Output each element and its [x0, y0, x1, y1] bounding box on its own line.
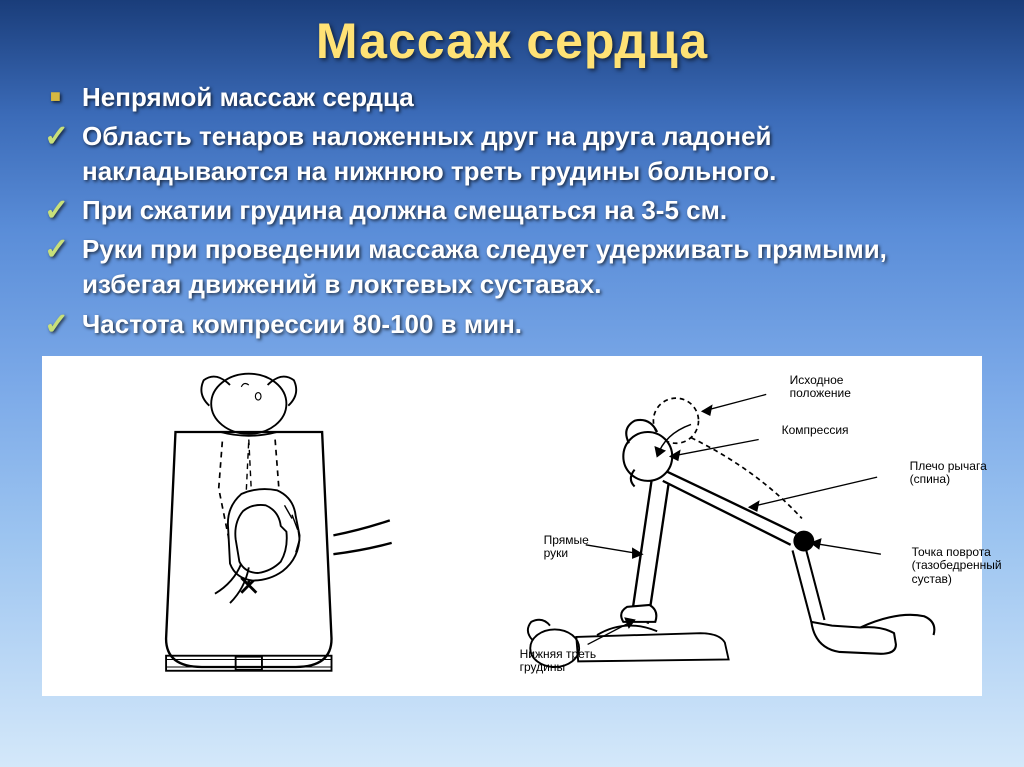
subtitle-item: Непрямой массаж сердца [42, 80, 982, 115]
anno-initial-position: Исходноеположение [790, 374, 851, 402]
bullet-item: Руки при проведении массажа следует удер… [42, 232, 982, 302]
slide-title: Массаж сердца [42, 12, 982, 70]
anno-straight-arms: Прямыеруки [544, 534, 589, 562]
anno-pivot-point: Точка поврота(тазобедренныйсустав) [912, 546, 1002, 587]
bullet-item: Частота компрессии 80-100 в мин. [42, 307, 982, 342]
rescuer-posture-diagram: Исходноеположение Компрессия Плечо рычаг… [456, 356, 982, 696]
anno-lower-third: Нижняя третьгрудины [520, 648, 597, 676]
bullet-list: Непрямой массаж сердца Область тенаров н… [42, 80, 982, 342]
diagram-area: Исходноеположение Компрессия Плечо рычаг… [42, 356, 982, 696]
bullet-item: Область тенаров наложенных друг на друга… [42, 119, 982, 189]
bullet-item: При сжатии грудина должна смещаться на 3… [42, 193, 982, 228]
anno-shoulder-lever: Плечо рычага(спина) [910, 460, 987, 488]
hand-placement-diagram [42, 356, 456, 696]
anno-compression: Компрессия [782, 424, 849, 438]
